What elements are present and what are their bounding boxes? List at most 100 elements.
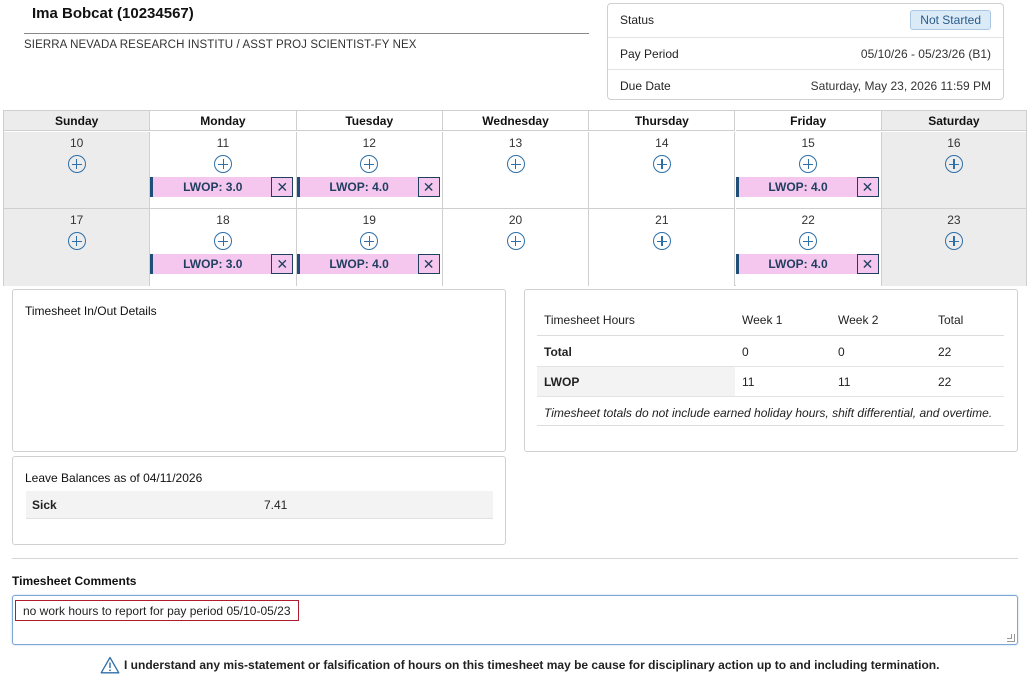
status-label: Status [620, 13, 655, 27]
close-icon[interactable]: ✕ [417, 254, 440, 274]
employee-org: SIERRA NEVADA RESEARCH INSTITU / ASST PR… [24, 39, 417, 51]
day-number: 14 [655, 136, 669, 150]
day-number: 15 [801, 136, 815, 150]
comments-title: Timesheet Comments [12, 574, 137, 588]
hours-row-total: Total 0 0 22 [537, 337, 1004, 367]
calendar-day-cell: 13 [442, 132, 590, 209]
day-number: 17 [69, 213, 84, 227]
day-number: 11 [216, 136, 230, 150]
time-entry[interactable]: LWOP: 4.0 [735, 177, 858, 197]
leave-type: Sick [32, 498, 57, 512]
hours-row-lwop: LWOP 11 11 22 [537, 367, 1004, 397]
day-number: 10 [69, 136, 84, 150]
close-icon[interactable]: ✕ [417, 177, 440, 197]
hours-week1-value: 0 [742, 345, 749, 359]
day-number: 18 [216, 213, 230, 227]
time-entry[interactable]: LWOP: 4.0 [296, 177, 419, 197]
calendar-day-cell: 12 LWOP: 4.0 ✕ [296, 132, 443, 209]
plus-circle-icon[interactable] [213, 155, 232, 173]
calendar-day-cell: 10 [4, 132, 151, 209]
leave-balances-panel: Leave Balances as of 04/11/2026 Sick 7.4… [12, 456, 506, 545]
close-icon[interactable]: ✕ [856, 254, 879, 274]
status-panel: Status Not Started Pay Period 05/10/26 -… [607, 3, 1004, 100]
day-header-friday: Friday [735, 111, 882, 131]
plus-circle-icon[interactable] [944, 232, 963, 250]
plus-circle-icon[interactable] [944, 155, 963, 173]
calendar-day-cell: 20 [442, 209, 590, 286]
row-shade [537, 367, 735, 396]
day-header-saturday: Saturday [881, 111, 1026, 131]
disclaimer: I understand any mis-statement or falsif… [100, 656, 1000, 674]
calendar-day-cell: 19 LWOP: 4.0 ✕ [296, 209, 443, 286]
inout-title: Timesheet In/Out Details [25, 304, 157, 318]
close-icon[interactable]: ✕ [271, 177, 294, 197]
hours-week2-value: 11 [838, 375, 851, 389]
inout-details-panel: Timesheet In/Out Details [12, 289, 506, 452]
calendar-day-cell: 15 LWOP: 4.0 ✕ [735, 132, 882, 209]
plus-circle-icon[interactable] [67, 232, 86, 250]
plus-circle-icon[interactable] [213, 232, 232, 250]
due-date-value: Saturday, May 23, 2026 11:59 PM [810, 78, 991, 93]
hours-row-label: LWOP [544, 375, 580, 389]
day-number: 20 [508, 213, 523, 227]
time-entry[interactable]: LWOP: 4.0 [735, 254, 858, 274]
employee-name: Ima Bobcat (10234567) [32, 5, 194, 22]
plus-circle-icon[interactable] [506, 155, 525, 173]
plus-circle-icon[interactable] [506, 232, 525, 250]
plus-circle-icon[interactable] [799, 155, 818, 173]
calendar-day-cell: 23 [881, 209, 1026, 286]
leave-title: Leave Balances as of 04/11/2026 [25, 471, 203, 485]
plus-circle-icon[interactable] [67, 155, 86, 173]
timesheet-hours-panel: Timesheet Hours Week 1 Week 2 Total Tota… [524, 289, 1018, 452]
due-date-row: Due Date Saturday, May 23, 2026 11:59 PM [608, 69, 1003, 101]
day-number: 16 [947, 136, 961, 150]
plus-circle-icon[interactable] [652, 232, 671, 250]
hours-week1-value: 11 [742, 375, 755, 389]
hours-header-row: Timesheet Hours Week 1 Week 2 Total [537, 303, 1004, 336]
hours-header-total: Total [938, 313, 964, 327]
hours-row-label: Total [544, 345, 572, 359]
disclaimer-text: I understand any mis-statement or falsif… [124, 658, 940, 672]
calendar-day-cell: 14 [589, 132, 736, 209]
comments-value[interactable]: no work hours to report for pay period 0… [15, 600, 299, 621]
day-number: 22 [801, 213, 815, 227]
day-number: 19 [362, 213, 376, 227]
pay-period-value: 05/10/26 - 05/23/26 (B1) [860, 46, 991, 61]
plus-circle-icon[interactable] [360, 155, 379, 173]
plus-circle-icon[interactable] [652, 155, 671, 173]
hours-week2-value: 0 [838, 345, 845, 359]
day-header-thursday: Thursday [589, 111, 736, 131]
warning-icon [100, 656, 120, 674]
pay-period-row: Pay Period 05/10/26 - 05/23/26 (B1) [608, 37, 1003, 69]
day-header-sunday: Sunday [4, 111, 151, 131]
pay-period-label: Pay Period [620, 46, 679, 61]
close-icon[interactable]: ✕ [856, 177, 879, 197]
calendar-day-cell: 11 LWOP: 3.0 ✕ [150, 132, 297, 209]
comments-textarea[interactable]: no work hours to report for pay period 0… [12, 595, 1018, 645]
due-date-label: Due Date [620, 78, 671, 93]
hours-total-value: 22 [938, 345, 952, 359]
day-header-monday: Monday [150, 111, 297, 131]
calendar-day-cell: 18 LWOP: 3.0 ✕ [150, 209, 297, 286]
time-entry[interactable]: LWOP: 4.0 [296, 254, 419, 274]
section-divider [12, 558, 1018, 559]
day-number: 21 [655, 213, 669, 227]
calendar-day-cell: 17 [4, 209, 151, 286]
resize-grip-icon[interactable] [1007, 634, 1015, 642]
plus-circle-icon[interactable] [360, 232, 379, 250]
calendar-day-cell: 21 [589, 209, 736, 286]
close-icon[interactable]: ✕ [271, 254, 294, 274]
leave-row: Sick 7.41 [26, 491, 493, 519]
day-header-tuesday: Tuesday [296, 111, 443, 131]
timesheet-calendar: Sunday Monday Tuesday Wednesday Thursday Frid… [3, 110, 1027, 286]
time-entry[interactable]: LWOP: 3.0 [150, 254, 273, 274]
day-number: 12 [362, 136, 376, 150]
calendar-day-cell: 16 [881, 132, 1026, 209]
hours-header-week2: Week 2 [838, 313, 879, 327]
leave-balance: 7.41 [264, 498, 288, 512]
time-entry[interactable]: LWOP: 3.0 [150, 177, 273, 197]
day-number: 13 [508, 136, 523, 150]
plus-circle-icon[interactable] [799, 232, 818, 250]
hours-header-week1: Week 1 [742, 313, 783, 327]
hours-total-value: 22 [938, 375, 952, 389]
